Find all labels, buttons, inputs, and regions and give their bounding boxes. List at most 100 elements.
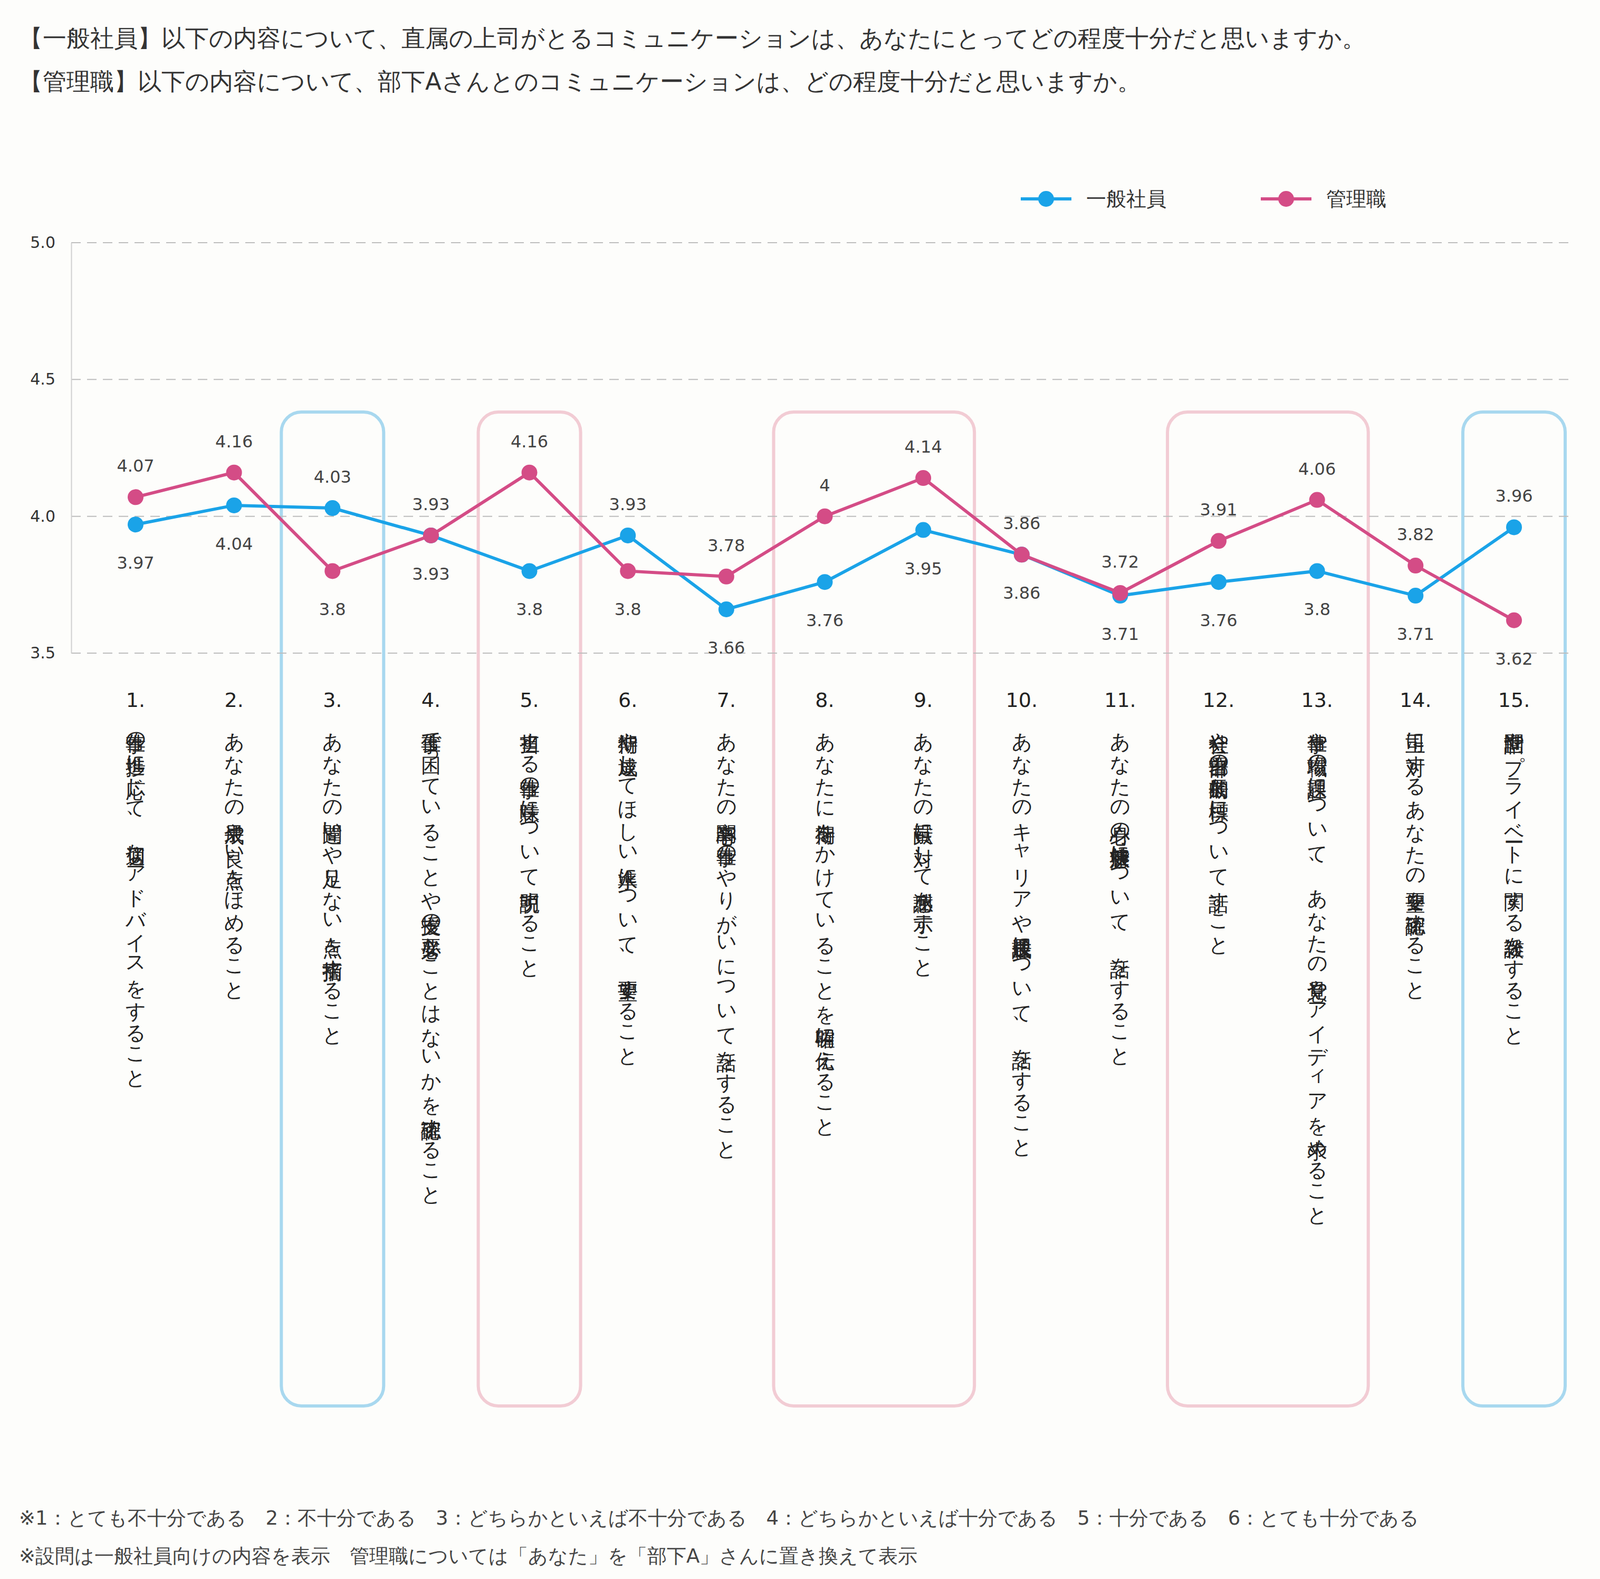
x-label-number: 4. xyxy=(421,688,441,712)
x-label: あなたに期待をかけていることを明確に伝えること xyxy=(813,718,837,1136)
data-label: 3.93 xyxy=(412,563,450,584)
grid-line xyxy=(71,652,1570,654)
x-label: 会社や自部署の長期的な目標について話すこと xyxy=(1206,718,1231,955)
point xyxy=(1309,562,1326,579)
x-label: 仕事の進捗に応じて、適切なアドバイスをすること xyxy=(123,718,148,1088)
data-label: 3.95 xyxy=(904,558,943,579)
x-label: 仕事で困っていることや支援の必要なことはないかを確認すること xyxy=(419,718,443,1204)
y-tick-label: 3.5 xyxy=(30,643,56,663)
y-axis-line xyxy=(71,243,73,654)
point xyxy=(915,522,932,539)
data-label: 4.16 xyxy=(510,431,549,452)
point xyxy=(324,500,341,516)
x-label: 世間話やプライベートに関する雑談をすること xyxy=(1502,718,1526,1045)
footnote: ※1：とても不十分である 2：不十分である 3：どちらかといえば不十分である 4… xyxy=(18,1506,1420,1530)
legend-item: 管理職 xyxy=(1260,187,1387,211)
x-label-number: 7. xyxy=(716,688,736,712)
x-labels: 1. 仕事の進捗に応じて、適切なアドバイスをすること 2. あなたの成果や良い点をほめ… xyxy=(123,688,1530,1225)
grid-line xyxy=(71,378,1570,380)
data-label: 3.76 xyxy=(806,610,844,631)
point xyxy=(1506,612,1522,629)
x-label-number: 3. xyxy=(322,688,342,712)
data-label: 3.91 xyxy=(1199,499,1238,520)
footnote: ※設問は一般社員向けの内容を表示 管理職については「あなた」を「部下A」さんに置… xyxy=(18,1544,918,1568)
legend-marker xyxy=(1038,190,1055,207)
point xyxy=(226,464,243,481)
point xyxy=(619,527,636,544)
x-label-number: 9. xyxy=(913,688,933,712)
y-tick: 4.0 xyxy=(30,506,72,526)
x-label-number: 10. xyxy=(1006,688,1038,712)
data-label: 3.93 xyxy=(609,494,647,515)
x-label: あなたの関心事や仕事のやりがいについて話をすること xyxy=(714,718,739,1159)
point xyxy=(619,562,636,579)
data-label: 4.04 xyxy=(215,533,253,554)
chart: 【一般社員】以下の内容について、直属の上司がとるコミュニケーションは、あなたにと… xyxy=(0,0,1600,1579)
point xyxy=(127,516,144,533)
grid-line xyxy=(71,242,1570,244)
point xyxy=(915,470,932,486)
data-label: 3.71 xyxy=(1396,624,1435,645)
x-label-number: 11. xyxy=(1104,688,1136,712)
y-tick-label: 5.0 xyxy=(30,233,56,252)
x-label-number: 6. xyxy=(618,688,638,712)
y-tick: 3.5 xyxy=(30,643,72,663)
point xyxy=(226,497,243,514)
x-label-number: 1. xyxy=(126,688,146,712)
x-label-number: 14. xyxy=(1399,688,1432,712)
legend-marker xyxy=(1278,190,1295,207)
title: 【一般社員】以下の内容について、直属の上司がとるコミュニケーションは、あなたにと… xyxy=(18,24,1366,53)
data-label: 4.03 xyxy=(313,466,352,487)
data-label: 4 xyxy=(819,475,830,496)
x-label: あなたの間違いや足りない点を指摘すること xyxy=(320,718,344,1045)
legend-label: 一般社員 xyxy=(1086,187,1167,211)
data-label: 3.8 xyxy=(614,599,642,620)
point xyxy=(1506,519,1522,535)
series-line xyxy=(135,505,1515,610)
y-tick-label: 4.5 xyxy=(30,369,56,389)
legend: 一般社員 管理職 xyxy=(1020,187,1387,211)
x-label: あなたの心身の健康状態について、話をすること xyxy=(1108,718,1132,1066)
point xyxy=(1407,557,1424,574)
data-label: 3.96 xyxy=(1495,485,1533,506)
grid xyxy=(71,242,1570,654)
highlight-box xyxy=(281,412,384,1406)
data-label: 4.06 xyxy=(1298,458,1336,479)
x-label: あなたの貢献に対して感謝を示すこと xyxy=(911,718,935,977)
x-label: 上司に対するあなたの要望を確認すること xyxy=(1403,718,1427,1000)
series-line xyxy=(135,472,1515,621)
data-label: 3.71 xyxy=(1101,624,1139,645)
point xyxy=(127,489,144,505)
x-label: あなたのキャリアや成長課題について、話をすること xyxy=(1010,718,1034,1157)
y-tick: 5.0 xyxy=(30,233,72,252)
x-label-number: 15. xyxy=(1498,688,1530,712)
point xyxy=(1407,587,1424,604)
legend-item: 一般社員 xyxy=(1020,187,1167,211)
data-label: 3.86 xyxy=(1002,582,1041,603)
point xyxy=(1309,492,1326,509)
data-label: 3.97 xyxy=(116,552,155,573)
marks xyxy=(127,464,1522,629)
point xyxy=(718,601,735,618)
point xyxy=(1210,573,1227,590)
point xyxy=(423,527,439,544)
data-label: 3.72 xyxy=(1101,551,1139,572)
subtitle: 【管理職】以下の内容について、部下Aさんとのコミュニケーションは、どの程度十分だ… xyxy=(18,67,1142,96)
legend-label: 管理職 xyxy=(1326,187,1387,211)
y-tick: 4.5 xyxy=(30,369,72,389)
point xyxy=(521,464,538,481)
point xyxy=(1013,546,1030,563)
point xyxy=(521,562,538,579)
point xyxy=(324,562,341,579)
x-label-number: 2. xyxy=(224,688,244,712)
x-label: あなたの成果や良い点をほめること xyxy=(222,718,246,1000)
data-label: 3.8 xyxy=(515,599,543,620)
data-label: 3.86 xyxy=(1002,513,1041,534)
point xyxy=(817,508,833,525)
y-tick-label: 4.0 xyxy=(30,506,56,526)
point xyxy=(1112,585,1128,601)
point xyxy=(1013,546,1030,563)
data-label: 3.62 xyxy=(1495,648,1533,669)
data-label: 3.8 xyxy=(319,599,347,620)
data-label: 3.8 xyxy=(1303,599,1331,620)
